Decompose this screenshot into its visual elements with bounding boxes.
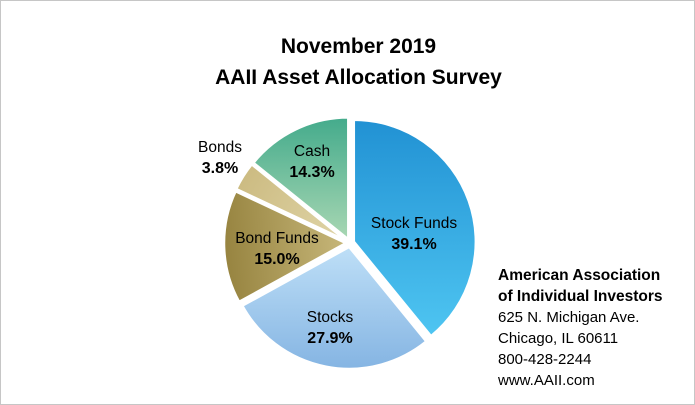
address-city: Chicago, IL 60611 [498,330,619,347]
pie-slice-bond-funds [222,189,348,304]
label-bonds: Bonds 3.8% [198,137,242,179]
address-street: 625 N. Michigan Ave. [498,309,640,326]
pie-slice-bonds [234,163,348,243]
slice-name-bonds: Bonds [198,139,242,156]
website-url: www.AAII.com [498,372,595,389]
pie-slice-cash [252,116,350,241]
label-bond-funds: Bond Funds 15.0% [235,228,319,270]
slice-percent-stocks: 27.9% [307,330,353,347]
chart-title-line2: AAII Asset Allocation Survey [215,66,502,89]
pie-slice-stock-funds [352,118,478,338]
label-cash: Cash 14.3% [289,141,334,183]
label-stock-funds: Stock Funds 39.1% [371,213,457,255]
slice-name-stock-funds: Stock Funds [370,215,458,232]
slice-percent-stock-funds: 39.1% [391,236,437,253]
slice-name-stocks: Stocks [306,309,354,326]
chart-title-line1: November 2019 [280,35,437,58]
slice-percent-bonds: 3.8% [201,160,239,177]
slice-name-cash: Cash [293,143,331,160]
chart-title: November 2019 AAII Asset Allocation Surv… [21,31,694,93]
org-name-line1: American Association [498,267,661,284]
contact-block: American Association of Individual Inves… [498,265,663,391]
label-stocks: Stocks 27.9% [307,307,354,349]
org-name-line2: of Individual Investors [498,288,663,305]
slice-name-bond-funds: Bond Funds [235,230,319,247]
slice-percent-bond-funds: 15.0% [254,251,300,268]
phone-number: 800-428-2244 [498,351,592,368]
slice-percent-cash: 14.3% [289,164,335,181]
pie-slice-stocks [241,245,428,371]
